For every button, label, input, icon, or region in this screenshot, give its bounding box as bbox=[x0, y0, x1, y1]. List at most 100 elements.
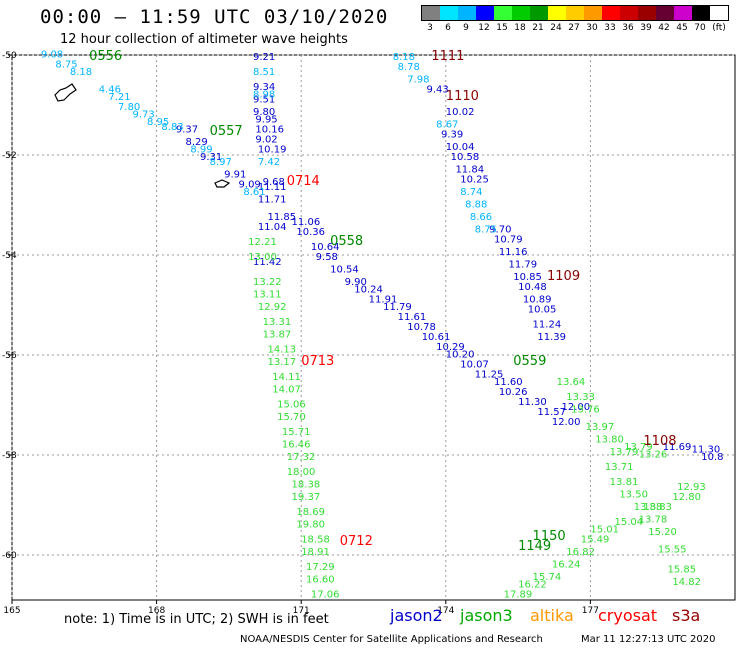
pass-time-label: 1150 bbox=[533, 529, 566, 544]
timestamp: Mar 11 12:27:13 UTC 2020 bbox=[581, 634, 716, 645]
swh-value: 13.83 bbox=[643, 502, 672, 513]
swh-value: 15.04 bbox=[615, 517, 644, 528]
swh-value: 14.07 bbox=[272, 385, 301, 396]
swh-value: 11.30 bbox=[692, 445, 721, 456]
swh-value: 15.01 bbox=[590, 525, 619, 536]
lon-tick-label: 177 bbox=[582, 606, 599, 616]
swh-value: 13.33 bbox=[566, 392, 595, 403]
legend-swatch bbox=[512, 6, 530, 20]
pass-time-label: 0559 bbox=[513, 354, 546, 369]
swh-value: 10.25 bbox=[460, 175, 489, 186]
satellite-jason2: jason2 bbox=[390, 606, 443, 625]
legend-swatch bbox=[422, 6, 440, 20]
swh-value: 15.74 bbox=[533, 572, 562, 583]
swh-value: 18.58 bbox=[301, 535, 330, 546]
swh-value: 11.84 bbox=[455, 165, 484, 176]
swh-value: 8.97 bbox=[210, 157, 232, 168]
pass-time-label: 0714 bbox=[287, 174, 320, 189]
swh-value: 7.21 bbox=[108, 92, 130, 103]
legend-swatch bbox=[458, 6, 476, 20]
swh-value: 9.09 bbox=[239, 180, 261, 191]
swh-value: 9.02 bbox=[255, 135, 277, 146]
swh-value: 10.26 bbox=[499, 387, 528, 398]
legend-label: 9 bbox=[463, 23, 469, 33]
swh-value: 10.19 bbox=[258, 145, 287, 156]
swh-value: 15.71 bbox=[282, 427, 311, 438]
legend-label: 6 bbox=[445, 23, 451, 33]
swh-value: 9.73 bbox=[133, 110, 155, 121]
legend-unit: (ft) bbox=[712, 23, 726, 33]
legend-label: 42 bbox=[658, 23, 670, 33]
legend-label: 15 bbox=[496, 23, 508, 33]
swh-value: 15.70 bbox=[277, 412, 306, 423]
swh-value: 13.50 bbox=[619, 490, 648, 501]
swh-value: 7.98 bbox=[407, 75, 429, 86]
legend-swatch bbox=[530, 6, 548, 20]
lon-tick-label: 168 bbox=[148, 606, 165, 616]
swh-value: 13.26 bbox=[639, 450, 668, 461]
swh-value: 18.69 bbox=[296, 507, 325, 518]
swh-value: 10.58 bbox=[451, 152, 480, 163]
legend-swatch bbox=[656, 6, 674, 20]
chart-title: 00:00 – 11:59 UTC 03/10/2020 bbox=[40, 6, 389, 28]
legend-label: 45 bbox=[676, 23, 688, 33]
lat-tick-label: -60 bbox=[2, 551, 17, 561]
swh-value: 16.46 bbox=[282, 440, 311, 451]
swh-value: 10.04 bbox=[446, 142, 475, 153]
island-shape bbox=[214, 179, 231, 188]
swh-value: 13.64 bbox=[557, 377, 586, 388]
swh-value: 10.89 bbox=[523, 295, 552, 306]
swh-value: 10.54 bbox=[330, 265, 359, 276]
legend-swatches bbox=[421, 5, 729, 21]
swh-value: 13.31 bbox=[263, 317, 292, 328]
swh-value: 10.78 bbox=[407, 322, 436, 333]
swh-value: 8.99 bbox=[190, 145, 212, 156]
legend-swatch bbox=[638, 6, 656, 20]
pass-time-label: 1111 bbox=[431, 49, 464, 64]
swh-value: 10.64 bbox=[311, 242, 340, 253]
lat-tick-label: -54 bbox=[2, 251, 17, 261]
swh-value: 8.66 bbox=[470, 212, 492, 223]
legend-label: 24 bbox=[550, 23, 562, 33]
swh-value: 9.43 bbox=[427, 85, 449, 96]
swh-value: 9.68 bbox=[263, 177, 285, 188]
swh-value: 18.38 bbox=[292, 480, 321, 491]
swh-value: 15.55 bbox=[658, 545, 687, 556]
swh-value: 9.70 bbox=[489, 225, 511, 236]
swh-value: 11.25 bbox=[475, 370, 504, 381]
swh-value: 9.37 bbox=[176, 125, 198, 136]
swh-value: 8.29 bbox=[186, 137, 208, 148]
swh-value: 11.61 bbox=[398, 312, 427, 323]
swh-value: 10.16 bbox=[255, 125, 284, 136]
legend-label: 39 bbox=[640, 23, 652, 33]
swh-value: 12.00 bbox=[561, 402, 590, 413]
swh-value: 9.21 bbox=[253, 52, 275, 63]
pass-time-label: 0557 bbox=[210, 124, 243, 139]
swh-value: 10.20 bbox=[446, 350, 475, 361]
legend-label: 30 bbox=[586, 23, 598, 33]
swh-value: 12.93 bbox=[677, 482, 706, 493]
swh-value: 10.24 bbox=[354, 285, 383, 296]
swh-value: 10.8 bbox=[701, 452, 723, 463]
swh-value: 12.00 bbox=[552, 417, 581, 428]
swh-value: 13.78 bbox=[639, 515, 668, 526]
swh-value: 13.11 bbox=[253, 290, 282, 301]
swh-value: 11.24 bbox=[533, 320, 562, 331]
legend-label: 18 bbox=[514, 23, 526, 33]
swh-value: 16.24 bbox=[552, 560, 581, 571]
swh-value: 8.88 bbox=[465, 200, 487, 211]
swh-value: 11.69 bbox=[663, 442, 692, 453]
legend-label: 33 bbox=[604, 23, 616, 33]
swh-value: 14.82 bbox=[672, 577, 701, 588]
pass-time-label: 1109 bbox=[547, 269, 580, 284]
swh-value: 9.08 bbox=[41, 50, 63, 61]
chart-subtitle: 12 hour collection of altimeter wave hei… bbox=[60, 32, 348, 47]
swh-value: 9.51 bbox=[253, 95, 275, 106]
swh-value: 13.76 bbox=[571, 405, 600, 416]
swh-value: 13.80 bbox=[595, 435, 624, 446]
swh-value: 10.07 bbox=[460, 360, 489, 371]
legend-swatch bbox=[494, 6, 512, 20]
legend-swatch bbox=[674, 6, 692, 20]
swh-value: 11.60 bbox=[494, 377, 523, 388]
